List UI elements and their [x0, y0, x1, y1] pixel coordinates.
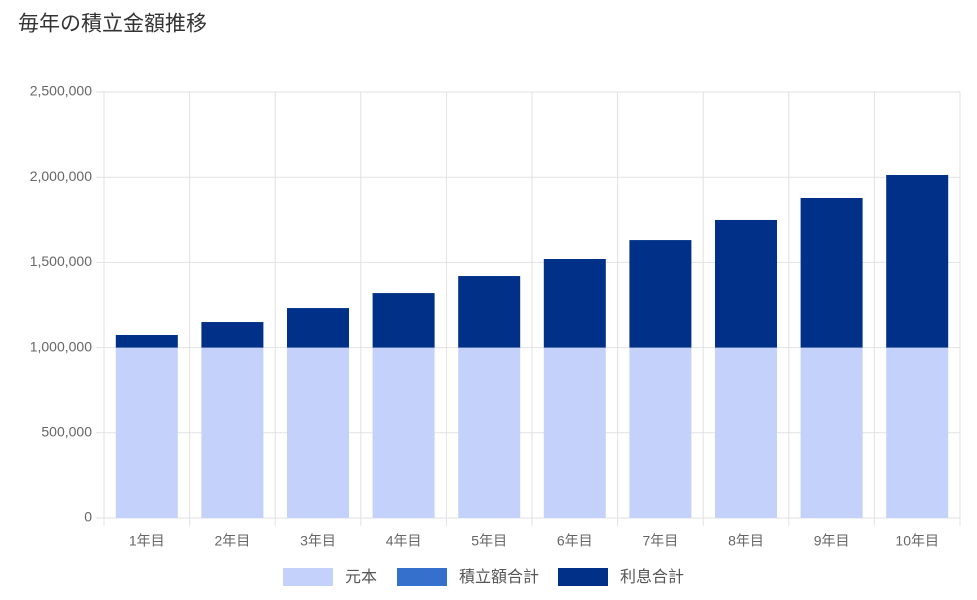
x-tick-label: 5年目: [471, 533, 507, 549]
legend-swatch: [283, 568, 333, 586]
x-tick-label: 7年目: [643, 533, 679, 549]
y-tick-label: 1,500,000: [30, 253, 92, 269]
x-tick-label: 10年目: [895, 533, 939, 549]
chart-title: 毎年の積立金額推移: [18, 13, 207, 36]
bar-segment: [886, 174, 949, 348]
bar-segment: [543, 347, 606, 518]
x-tick-label: 8年目: [728, 533, 764, 549]
bar-segment: [715, 347, 777, 518]
x-tick-label: 2年目: [215, 533, 251, 549]
bar-segment: [886, 347, 949, 518]
bar-segment: [115, 347, 178, 518]
bar-segment: [287, 347, 349, 518]
bar-segment: [543, 258, 606, 348]
bar-segment: [715, 219, 777, 348]
bar-segment: [458, 276, 521, 348]
bar-segment: [115, 334, 178, 348]
bar-segment: [458, 347, 521, 518]
legend-label: 利息合計: [620, 568, 684, 586]
legend-swatch: [397, 568, 447, 586]
bar-segment: [800, 347, 863, 518]
y-tick-label: 0: [84, 509, 92, 525]
bar-segment: [372, 293, 435, 348]
y-tick-label: 500,000: [41, 424, 92, 440]
x-tick-label: 3年目: [300, 533, 336, 549]
x-tick-label: 6年目: [557, 533, 593, 549]
x-tick-label: 1年目: [129, 533, 165, 549]
bar-segment: [800, 197, 863, 348]
y-tick-label: 2,000,000: [30, 168, 92, 184]
legend-label: 積立額合計: [459, 568, 539, 586]
bar-segment: [629, 347, 692, 518]
bar-segment: [629, 240, 692, 348]
y-tick-label: 1,000,000: [30, 338, 92, 354]
bar-segment: [287, 308, 349, 348]
x-tick-label: 9年目: [814, 533, 850, 549]
legend-label: 元本: [345, 568, 377, 586]
bar-segment: [201, 347, 264, 518]
legend-swatch: [558, 568, 608, 586]
y-tick-label: 2,500,000: [30, 83, 92, 99]
x-tick-label: 4年目: [386, 533, 422, 549]
bar-segment: [372, 347, 435, 518]
bar-segment: [201, 322, 264, 348]
